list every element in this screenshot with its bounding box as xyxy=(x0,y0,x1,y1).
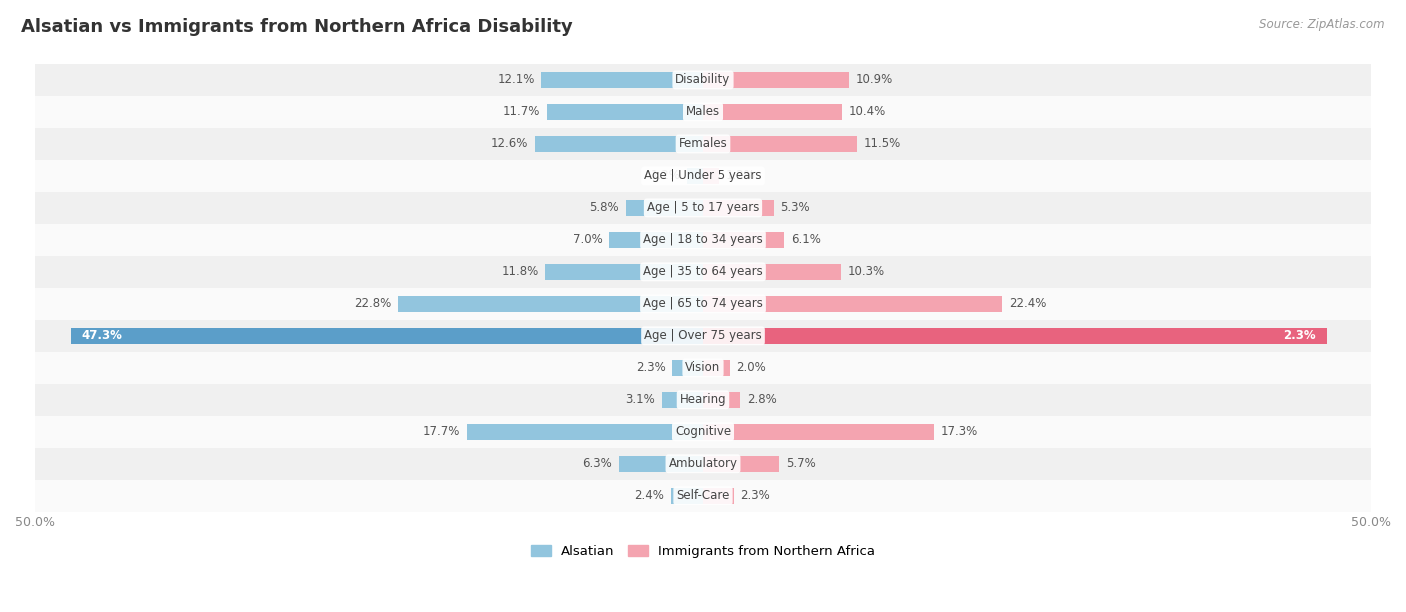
Text: Alsatian vs Immigrants from Northern Africa Disability: Alsatian vs Immigrants from Northern Afr… xyxy=(21,18,572,36)
Text: Females: Females xyxy=(679,138,727,151)
Bar xyxy=(703,168,718,184)
Bar xyxy=(546,264,703,280)
Text: 5.7%: 5.7% xyxy=(786,457,815,470)
Text: 17.7%: 17.7% xyxy=(422,425,460,438)
Text: 3.1%: 3.1% xyxy=(626,394,655,406)
Text: 1.2%: 1.2% xyxy=(651,170,681,182)
Bar xyxy=(541,72,703,88)
Bar xyxy=(35,192,1371,224)
Bar xyxy=(703,328,1327,344)
Text: Source: ZipAtlas.com: Source: ZipAtlas.com xyxy=(1260,18,1385,31)
Bar xyxy=(703,392,741,408)
Bar xyxy=(35,256,1371,288)
Bar xyxy=(467,424,703,440)
Text: 10.3%: 10.3% xyxy=(848,266,884,278)
Text: 12.1%: 12.1% xyxy=(498,73,534,86)
Bar xyxy=(703,456,779,472)
Bar xyxy=(35,320,1371,352)
Bar xyxy=(672,360,703,376)
Bar xyxy=(703,72,849,88)
Bar xyxy=(688,168,703,184)
Text: Ambulatory: Ambulatory xyxy=(668,457,738,470)
Text: 11.8%: 11.8% xyxy=(502,266,538,278)
Text: 5.8%: 5.8% xyxy=(589,201,619,214)
Text: 17.3%: 17.3% xyxy=(941,425,979,438)
Bar xyxy=(703,264,841,280)
Bar xyxy=(35,352,1371,384)
Bar xyxy=(35,288,1371,320)
Bar xyxy=(35,96,1371,128)
Bar xyxy=(671,488,703,504)
Bar xyxy=(703,232,785,248)
Text: 2.3%: 2.3% xyxy=(636,361,665,375)
Text: Age | Under 5 years: Age | Under 5 years xyxy=(644,170,762,182)
Bar xyxy=(703,488,734,504)
Text: Age | 5 to 17 years: Age | 5 to 17 years xyxy=(647,201,759,214)
Bar xyxy=(35,480,1371,512)
Bar xyxy=(703,424,934,440)
Bar xyxy=(703,296,1002,312)
Bar xyxy=(35,384,1371,416)
Text: 22.4%: 22.4% xyxy=(1010,297,1046,310)
Bar xyxy=(35,160,1371,192)
Text: Self-Care: Self-Care xyxy=(676,489,730,502)
Text: 11.5%: 11.5% xyxy=(863,138,901,151)
Bar xyxy=(703,104,842,120)
Text: Age | 18 to 34 years: Age | 18 to 34 years xyxy=(643,233,763,247)
Text: 2.4%: 2.4% xyxy=(634,489,664,502)
Bar xyxy=(35,128,1371,160)
Text: 6.3%: 6.3% xyxy=(582,457,612,470)
Bar xyxy=(35,416,1371,448)
Text: 2.3%: 2.3% xyxy=(741,489,770,502)
Text: 11.7%: 11.7% xyxy=(502,105,540,119)
Text: Cognitive: Cognitive xyxy=(675,425,731,438)
Bar xyxy=(547,104,703,120)
Text: 5.3%: 5.3% xyxy=(780,201,810,214)
Text: Age | 35 to 64 years: Age | 35 to 64 years xyxy=(643,266,763,278)
Bar xyxy=(626,200,703,216)
Text: 12.6%: 12.6% xyxy=(491,138,529,151)
Bar xyxy=(35,64,1371,96)
Text: 6.1%: 6.1% xyxy=(792,233,821,247)
Text: 10.4%: 10.4% xyxy=(849,105,886,119)
Text: 22.8%: 22.8% xyxy=(354,297,392,310)
Bar xyxy=(703,136,856,152)
Text: 2.8%: 2.8% xyxy=(747,394,778,406)
Bar xyxy=(619,456,703,472)
Bar xyxy=(662,392,703,408)
Text: Hearing: Hearing xyxy=(679,394,727,406)
Text: 10.9%: 10.9% xyxy=(855,73,893,86)
Bar xyxy=(35,448,1371,480)
Text: Age | 65 to 74 years: Age | 65 to 74 years xyxy=(643,297,763,310)
Text: 1.2%: 1.2% xyxy=(725,170,755,182)
Bar xyxy=(703,200,773,216)
Text: Vision: Vision xyxy=(685,361,721,375)
Bar xyxy=(35,224,1371,256)
Bar xyxy=(398,296,703,312)
Text: 2.3%: 2.3% xyxy=(1284,329,1316,342)
Text: 7.0%: 7.0% xyxy=(574,233,603,247)
Bar xyxy=(703,360,730,376)
Text: 2.0%: 2.0% xyxy=(737,361,766,375)
Bar xyxy=(534,136,703,152)
Bar xyxy=(609,232,703,248)
Text: 47.3%: 47.3% xyxy=(82,329,122,342)
Legend: Alsatian, Immigrants from Northern Africa: Alsatian, Immigrants from Northern Afric… xyxy=(526,539,880,564)
Text: Disability: Disability xyxy=(675,73,731,86)
Text: Males: Males xyxy=(686,105,720,119)
Text: Age | Over 75 years: Age | Over 75 years xyxy=(644,329,762,342)
Bar xyxy=(72,328,703,344)
